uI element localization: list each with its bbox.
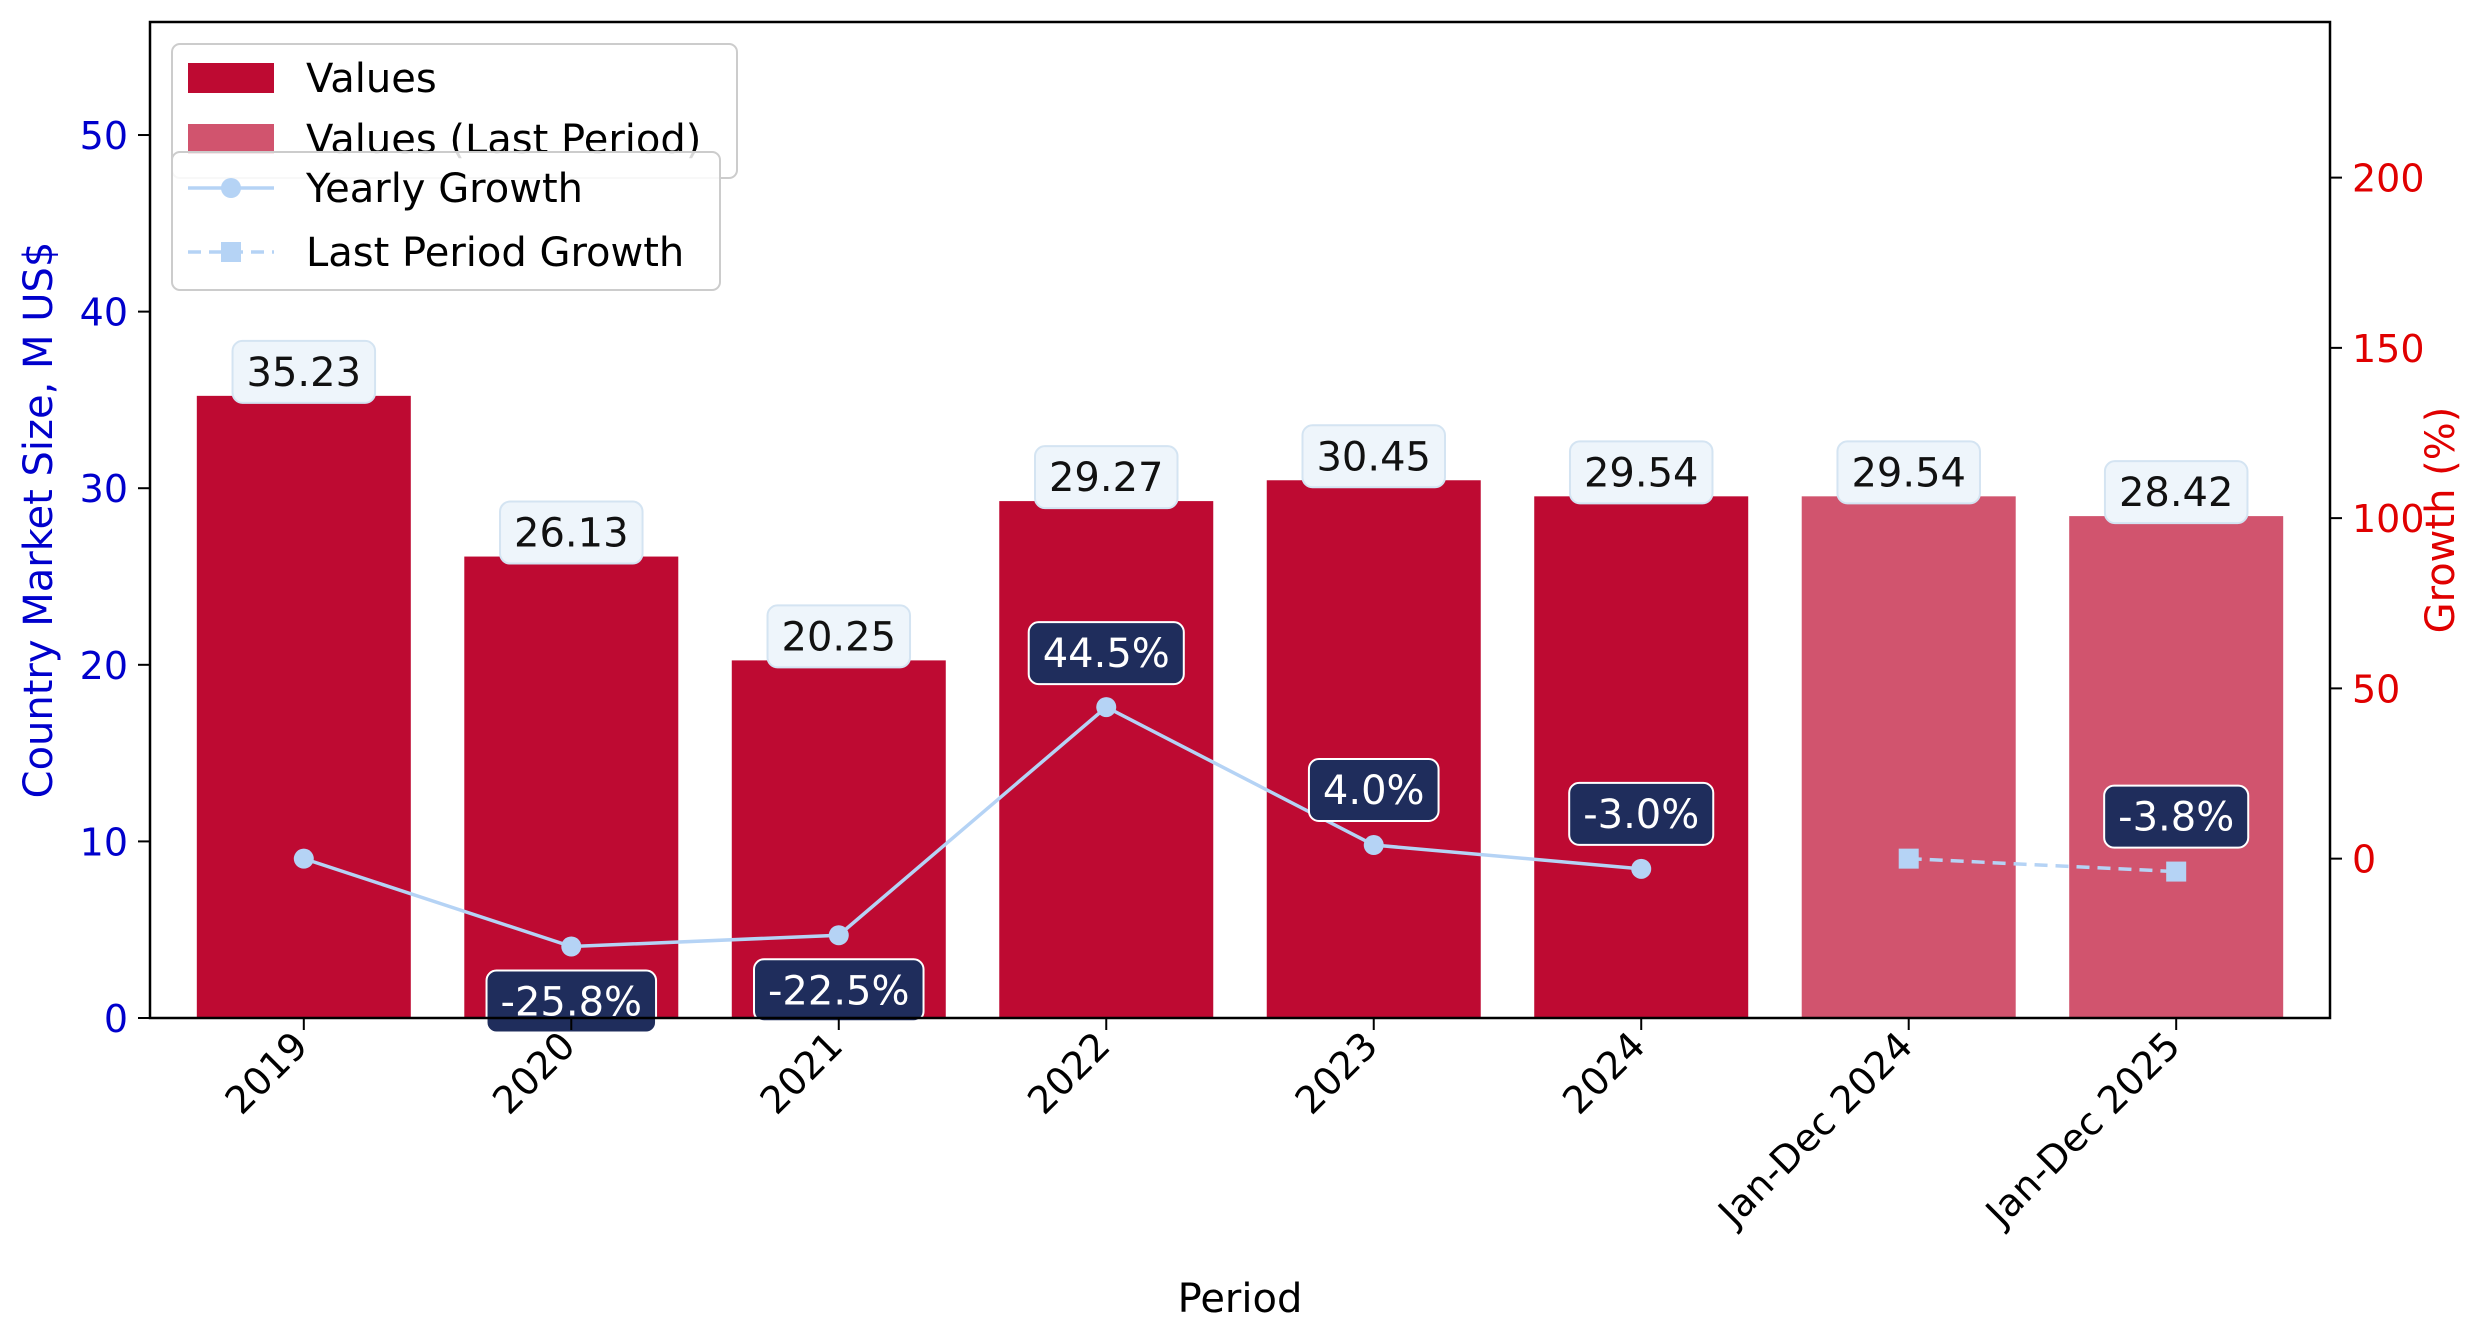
growth-label-2-4-group: 4.0%	[1307, 758, 1440, 823]
marker-2-4	[1363, 835, 1384, 856]
line-3	[1908, 856, 2177, 874]
bar-1-7	[2069, 516, 2284, 1018]
value-label-1-6-box	[1836, 440, 1981, 505]
marker-2-1	[561, 936, 582, 957]
bar-1-6	[1801, 496, 2016, 1018]
growth-label-3-7: -3.8%	[2118, 795, 2234, 841]
value-label-0-1-box	[499, 500, 644, 565]
value-label-1-7: 28.42	[2119, 470, 2234, 516]
value-label-1-7-box	[2103, 460, 2249, 525]
marker-2-3	[1096, 697, 1117, 718]
bar-0-3	[999, 501, 1214, 1018]
lines-layer	[293, 697, 2187, 957]
left-tick-label-2: 20	[80, 644, 128, 688]
left-tick-label-1: 10	[80, 820, 128, 864]
x-tick-label-0: 2019	[217, 1023, 317, 1123]
value-label-0-3: 29.27	[1049, 455, 1164, 501]
labels-layer: 35.23 26.13 20.25 29.27 30.45 29.54 29.54 28.42…	[231, 339, 2250, 1034]
legend-label-yearly-growth: Yearly Growth	[305, 166, 583, 212]
growth-label-2-2: -22.5%	[768, 968, 910, 1014]
bar-0-0	[196, 395, 411, 1019]
value-label-0-4-box	[1301, 424, 1447, 489]
right-tick-label-2: 100	[2352, 497, 2425, 541]
legend-label-values: Values	[306, 56, 437, 102]
growth-label-2-5-box	[1568, 781, 1715, 846]
x-tick-label-1: 2020	[484, 1023, 584, 1123]
value-label-0-1-group: 26.13	[499, 500, 644, 565]
legend-marker-yearly	[221, 178, 241, 198]
marker-3-7	[2166, 861, 2187, 882]
right-tick-label-4: 200	[2352, 157, 2425, 201]
bar-0-4	[1266, 480, 1481, 1018]
value-label-0-3-box	[1033, 445, 1179, 510]
bar-0-5	[1534, 496, 1749, 1018]
marker-2-5	[1631, 858, 1652, 879]
value-label-0-2-box	[766, 604, 912, 669]
line-legend-frame	[171, 151, 721, 291]
value-label-0-3-group: 29.27	[1033, 445, 1179, 510]
right-axis-title: Growth (%)	[2418, 407, 2464, 634]
x-tick-label-7: Jan-Dec 2025	[1976, 1023, 2189, 1236]
right-tick-label-3: 150	[2352, 327, 2425, 371]
line-2	[303, 705, 1642, 949]
growth-label-2-4: 4.0%	[1323, 768, 1425, 814]
growth-label-2-3: 44.5%	[1043, 631, 1170, 677]
plot-frame	[148, 20, 2332, 1020]
x-tick-label-3: 2022	[1019, 1023, 1119, 1123]
growth-label-2-5: -3.0%	[1583, 792, 1699, 838]
value-label-0-2: 20.25	[782, 614, 897, 660]
growth-label-2-2-group: -22.5%	[753, 958, 925, 1023]
x-tick-label-6: Jan-Dec 2024	[1709, 1023, 1922, 1236]
value-label-0-5: 29.54	[1584, 450, 1699, 496]
value-label-0-0-group: 35.23	[231, 339, 377, 404]
value-label-0-5-box	[1568, 440, 1714, 505]
left-tick-label-0: 0	[104, 997, 128, 1041]
left-tick-label-5: 50	[80, 114, 128, 158]
x-tick-label-5: 2024	[1554, 1023, 1654, 1123]
value-label-1-7-group: 28.42	[2103, 460, 2249, 525]
marker-2-0	[293, 848, 314, 869]
marker-3-6	[1898, 848, 1919, 869]
x-axis-title: Period	[1178, 1276, 1303, 1322]
legend-swatch-values	[188, 63, 274, 93]
x-tick-label-2: 2021	[752, 1023, 852, 1123]
growth-label-2-3-box	[1027, 621, 1185, 686]
value-label-0-1: 26.13	[514, 511, 629, 557]
marker-2-2	[828, 925, 849, 946]
growth-label-2-5-group: -3.0%	[1568, 781, 1715, 846]
right-tick-label-0: 0	[2352, 838, 2376, 882]
legend-marker-last-period	[221, 242, 241, 262]
bars-layer	[196, 395, 2284, 1019]
legend-label-last-period-growth: Last Period Growth	[306, 230, 684, 276]
value-label-1-6-group: 29.54	[1836, 440, 1981, 505]
growth-label-2-3-group: 44.5%	[1027, 621, 1185, 686]
value-label-1-6: 29.54	[1851, 450, 1966, 496]
growth-label-3-7-group: -3.8%	[2103, 784, 2250, 849]
left-axis-title: Country Market Size, M US$	[16, 242, 62, 799]
value-label-0-2-group: 20.25	[766, 604, 912, 669]
value-label-0-5-group: 29.54	[1568, 440, 1714, 505]
left-tick-label-3: 30	[80, 467, 128, 511]
value-label-0-4: 30.45	[1316, 434, 1431, 480]
value-label-0-0: 35.23	[247, 350, 362, 396]
growth-label-3-7-box	[2103, 784, 2250, 849]
growth-label-2-4-box	[1307, 758, 1440, 823]
value-label-0-4-group: 30.45	[1301, 424, 1447, 489]
legend-swatch-last-period	[188, 124, 274, 154]
left-tick-label-4: 40	[80, 291, 128, 335]
right-tick-label-1: 50	[2352, 667, 2400, 711]
x-tick-label-4: 2023	[1287, 1023, 1387, 1123]
value-label-0-0-box	[231, 339, 377, 404]
